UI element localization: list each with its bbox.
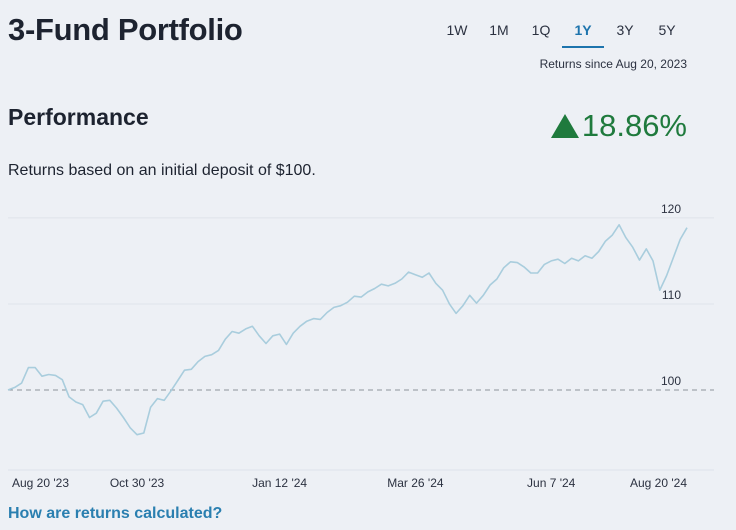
y-tick-label: 110 xyxy=(662,288,681,302)
range-tabs: 1W 1M 1Q 1Y 3Y 5Y xyxy=(436,22,688,48)
x-tick-label: Jan 12 '24 xyxy=(252,476,307,490)
x-tick-label: Jun 7 '24 xyxy=(527,476,576,490)
range-tab[interactable]: 1Q xyxy=(531,22,551,38)
since-label: Returns since Aug 20, 2023 xyxy=(539,57,687,71)
y-tick-label: 120 xyxy=(661,202,681,216)
change-value: 18.86% xyxy=(581,108,687,143)
range-tab[interactable]: 3Y xyxy=(616,22,634,38)
help-link[interactable]: How are returns calculated? xyxy=(8,505,223,522)
range-tab[interactable]: 1Y xyxy=(562,22,604,48)
x-tick-label: Oct 30 '23 xyxy=(110,476,165,490)
x-tick-label: Aug 20 '23 xyxy=(12,476,69,490)
change: 18.86% xyxy=(550,108,687,144)
x-tick-label: Mar 26 '24 xyxy=(387,476,444,490)
x-tick-label: Aug 20 '24 xyxy=(630,476,687,490)
section-heading: Performance xyxy=(8,104,149,130)
up-arrow xyxy=(550,114,579,138)
range-tab[interactable]: 1M xyxy=(489,22,509,38)
range-tab[interactable]: 5Y xyxy=(658,22,676,38)
page-title: 3-Fund Portfolio xyxy=(8,12,243,47)
range-tab[interactable]: 1W xyxy=(446,22,468,38)
price-line xyxy=(7,224,688,436)
y-tick-label: 100 xyxy=(661,374,681,388)
description: Returns based on an initial deposit of $… xyxy=(8,162,316,179)
chart: 100 110 120 Aug 20 '23 Oct 30 '23 Jan 12 '24 M… xyxy=(7,202,714,490)
